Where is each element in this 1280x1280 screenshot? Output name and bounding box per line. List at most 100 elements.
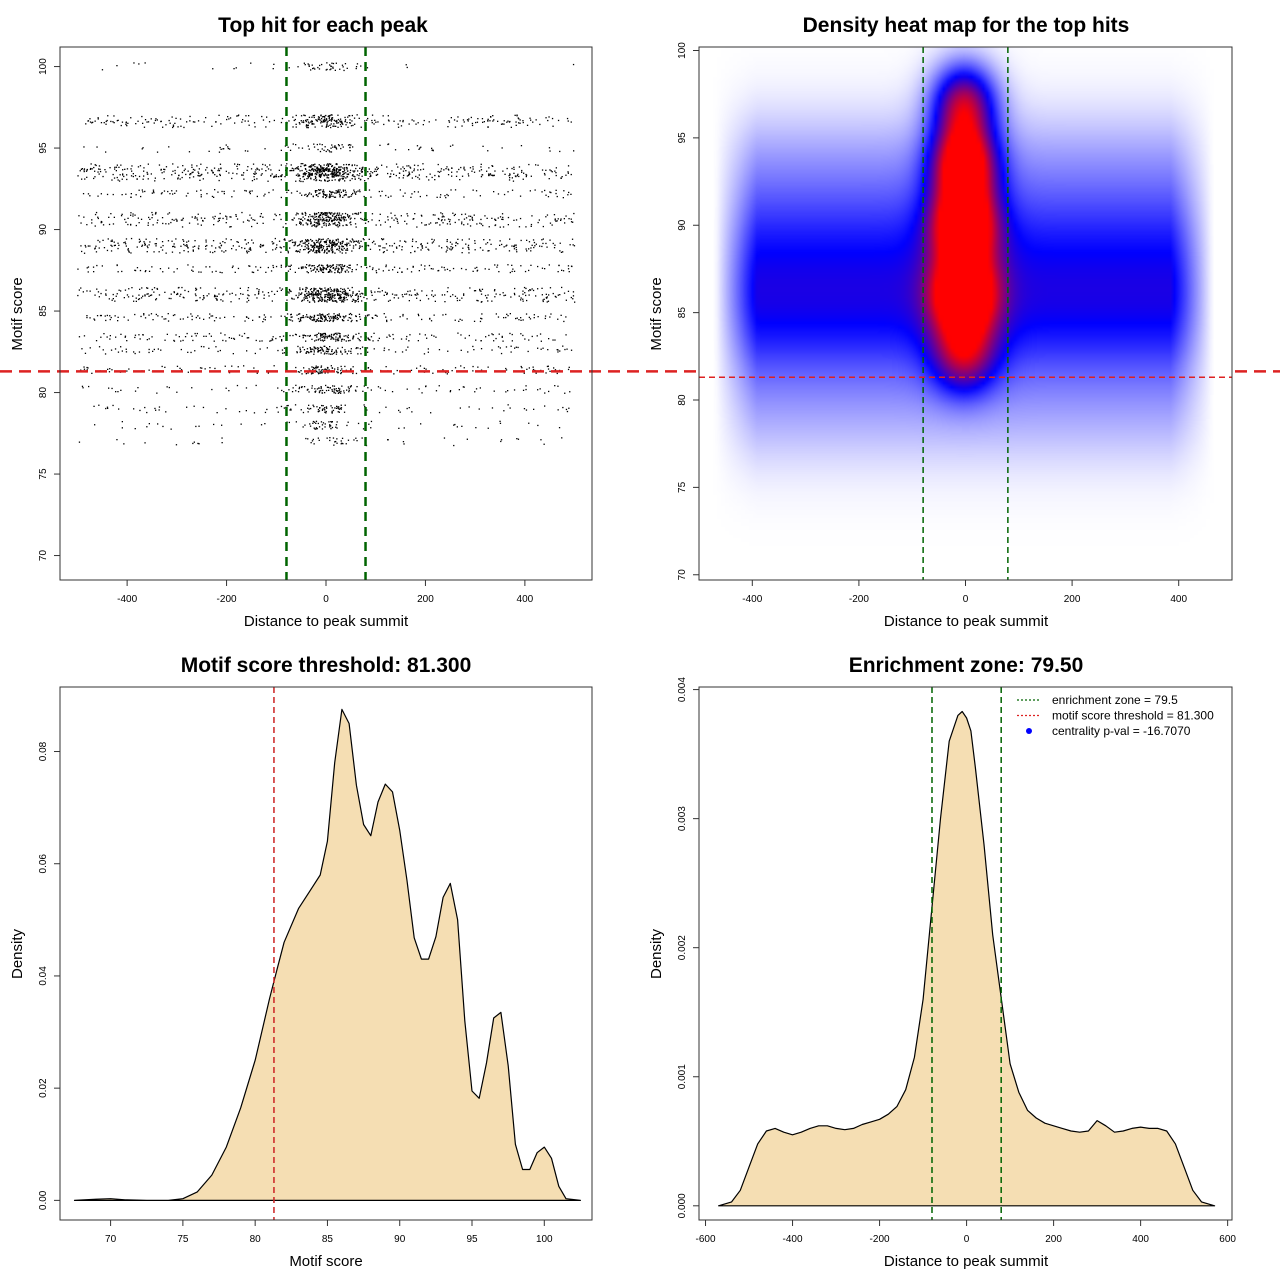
scatter-point — [331, 294, 333, 297]
scatter-point — [98, 346, 101, 348]
scatter-point — [134, 269, 137, 272]
scatter-point — [355, 268, 357, 271]
scatter-point — [488, 226, 490, 228]
scatter-point — [403, 443, 405, 445]
scatter-point — [175, 190, 178, 192]
scatter-point — [247, 337, 250, 339]
scatter-point — [195, 289, 197, 291]
scatter-point — [323, 119, 325, 122]
scatter-point — [351, 120, 353, 122]
scatter-point — [304, 296, 306, 298]
panel-enrichment-density: Enrichment zone: 79.50 Distance to peak … — [648, 654, 1236, 1270]
scatter-point — [338, 145, 340, 147]
scatter-point — [331, 179, 333, 181]
scatter-point — [324, 179, 326, 181]
scatter-point — [324, 345, 326, 347]
scatter-point — [321, 317, 323, 319]
scatter-point — [211, 245, 213, 247]
scatter-point — [355, 390, 357, 392]
scatter-point — [176, 219, 178, 221]
scatter-point — [288, 120, 290, 122]
scatter-point — [336, 442, 338, 444]
scatter-point — [302, 219, 304, 222]
scatter-point — [100, 336, 102, 338]
scatter-point — [305, 288, 307, 290]
scatter-point — [405, 293, 408, 295]
scatter-point — [330, 315, 332, 318]
scatter-point — [204, 217, 206, 219]
scatter-point — [209, 367, 211, 369]
scatter-point — [184, 336, 187, 338]
scatter-point — [509, 407, 511, 409]
scatter-point — [115, 170, 117, 172]
scatter-point — [567, 171, 569, 173]
scatter-point — [366, 219, 368, 221]
scatter-point — [428, 264, 431, 267]
scatter-point — [117, 351, 120, 353]
scatter-point — [218, 151, 221, 153]
scatter-point — [288, 265, 290, 267]
scatter-point — [194, 169, 196, 171]
scatter-point — [332, 250, 334, 252]
scatter-point — [361, 170, 363, 173]
scatter-point — [341, 249, 343, 251]
scatter-point — [307, 125, 309, 127]
scatter-point — [262, 321, 264, 323]
scatter-point — [248, 191, 251, 193]
scatter-point — [313, 265, 315, 267]
scatter-point — [367, 117, 369, 120]
scatter-point — [336, 421, 338, 423]
scatter-point — [326, 337, 328, 339]
scatter-point — [230, 216, 232, 218]
scatter-point — [215, 247, 217, 249]
scatter-point — [155, 211, 157, 214]
scatter-point — [381, 164, 383, 166]
scatter-point — [343, 176, 345, 178]
scatter-point — [325, 168, 327, 171]
scatter-point — [281, 117, 284, 120]
scatter-point — [418, 270, 420, 272]
scatter-point — [553, 367, 555, 369]
scatter-point — [560, 218, 562, 220]
scatter-point — [340, 121, 342, 123]
scatter-point — [107, 368, 109, 370]
scatter-point — [344, 264, 346, 267]
scatter-point — [306, 389, 308, 391]
scatter-point — [168, 297, 170, 300]
y-tick-label: 0.02 — [38, 1078, 49, 1098]
scatter-point — [338, 314, 340, 316]
scatter-point — [310, 193, 312, 195]
scatter-point — [335, 340, 337, 342]
scatter-point — [487, 300, 489, 302]
scatter-point — [230, 337, 233, 339]
scatter-point — [338, 214, 340, 216]
scatter-point — [194, 293, 197, 295]
scatter-point — [420, 146, 422, 148]
scatter-point — [353, 175, 355, 177]
scatter-point — [361, 175, 363, 177]
scatter-point — [223, 251, 225, 253]
scatter-point — [449, 391, 451, 393]
scatter-point — [487, 126, 489, 128]
scatter-point — [511, 245, 513, 247]
scatter-point — [338, 191, 340, 193]
scatter-point — [331, 220, 333, 223]
scatter-point — [236, 168, 239, 170]
scatter-point — [189, 174, 191, 176]
scatter-point — [327, 288, 329, 291]
scatter-point — [412, 218, 414, 220]
scatter-point — [120, 164, 122, 166]
scatter-point — [525, 175, 527, 178]
scatter-point — [255, 169, 257, 171]
scatter-point — [416, 367, 418, 369]
scatter-point — [358, 117, 360, 119]
scatter-point — [465, 243, 467, 245]
scatter-point — [549, 150, 551, 152]
scatter-point — [337, 267, 339, 269]
scatter-point — [566, 117, 569, 120]
scatter-point — [288, 421, 290, 424]
scatter-point — [352, 336, 354, 338]
scatter-point — [252, 319, 254, 321]
scatter-point — [360, 211, 362, 214]
scatter-point — [335, 388, 337, 390]
